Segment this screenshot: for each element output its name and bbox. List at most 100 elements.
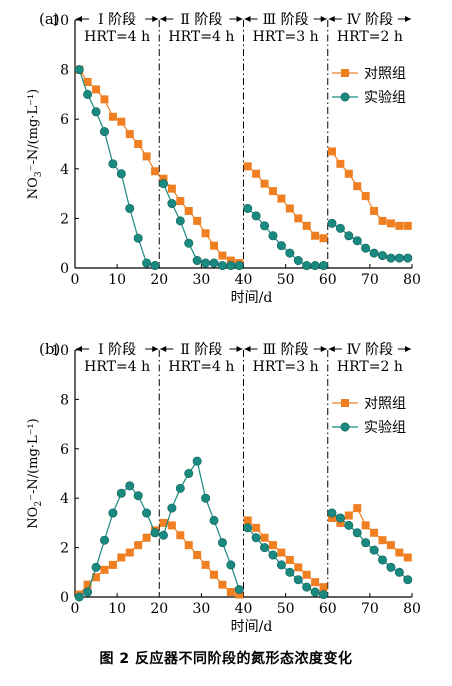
x-tick-label: 60 (319, 601, 337, 617)
data-point-control (285, 204, 294, 213)
x-tick-label: 60 (319, 272, 337, 288)
data-point-experiment (175, 483, 185, 493)
data-point-control (226, 588, 235, 597)
x-tick-label: 50 (277, 272, 295, 288)
stage-arrow-head (320, 16, 327, 22)
y-axis-label-main: NO (26, 177, 41, 199)
data-point-experiment (394, 253, 404, 263)
y-tick-label: 8 (60, 392, 69, 408)
data-point-experiment (91, 107, 101, 117)
data-point-control (142, 152, 151, 161)
stage-hrt: HRT=3 h (253, 359, 319, 375)
data-point-experiment (335, 223, 345, 233)
data-point-experiment (394, 567, 404, 577)
stage-arrow-head (76, 16, 82, 22)
data-point-experiment (319, 590, 329, 600)
data-point-control (277, 194, 286, 203)
panel-label: (a) (39, 10, 60, 28)
stage-name: Ⅳ 阶段 (347, 12, 393, 28)
data-point-experiment (276, 560, 286, 570)
x-tick-label: 0 (71, 601, 80, 617)
y-tick-label: 0 (60, 590, 69, 606)
x-tick-label: 80 (403, 601, 421, 617)
legend-label: 实验组 (364, 90, 406, 106)
data-point-experiment (285, 567, 295, 577)
data-point-control (386, 219, 395, 228)
data-point-control (260, 179, 269, 188)
series-line (78, 69, 156, 267)
data-point-control (92, 573, 101, 582)
data-point-experiment (403, 575, 413, 585)
data-point-control (252, 169, 261, 178)
data-point-experiment (310, 587, 320, 597)
stage-name: Ⅰ 阶段 (98, 342, 136, 358)
stage-arrow-head (244, 346, 251, 352)
y-tick-label: 10 (51, 13, 69, 29)
data-point-control (201, 229, 210, 238)
data-point-experiment (268, 550, 278, 560)
data-point-experiment (116, 488, 126, 498)
data-point-experiment (99, 535, 109, 545)
y-axis-label: NO3⁻-N/(mg·L⁻¹) (26, 89, 44, 199)
data-point-experiment (335, 513, 345, 523)
data-point-experiment (276, 241, 286, 251)
data-point-control (403, 221, 412, 230)
data-point-experiment (158, 179, 168, 189)
data-point-control (142, 533, 151, 542)
stage-arrow-head (244, 16, 251, 22)
stage-hrt: HRT=2 h (337, 29, 403, 45)
x-axis-label: 时间/d (231, 619, 273, 635)
series-line (247, 165, 324, 239)
y-tick-label: 0 (60, 261, 69, 277)
stage-arrow-head (405, 346, 411, 352)
stage-name: Ⅲ 阶段 (263, 12, 309, 28)
data-point-experiment (83, 89, 93, 99)
stage-hrt: HRT=3 h (253, 29, 319, 45)
data-point-experiment (310, 261, 320, 271)
data-point-control (336, 518, 345, 527)
data-point-experiment (184, 238, 194, 248)
series-line (78, 484, 156, 598)
data-point-control (100, 95, 109, 104)
data-point-control (336, 159, 345, 168)
data-point-control (108, 560, 117, 569)
y-axis-label-unit: ⁻-N/(mg·L⁻¹) (26, 418, 41, 501)
legend-label: 实验组 (364, 420, 406, 436)
y-axis-label-main: NO (26, 507, 41, 529)
data-point-experiment (133, 491, 143, 501)
data-point-experiment (209, 258, 219, 268)
data-point-experiment (302, 582, 312, 592)
stage-arrow-head (236, 16, 243, 22)
stage-name: Ⅳ 阶段 (347, 342, 393, 358)
legend-marker-circle (340, 92, 350, 102)
data-point-experiment (260, 543, 270, 553)
data-point-control (100, 565, 109, 574)
data-point-control (370, 528, 379, 537)
data-point-control (108, 112, 117, 121)
data-point-control (302, 570, 311, 579)
series-line (247, 519, 324, 588)
stage-arrow-head (328, 16, 335, 22)
legend-marker-circle (340, 422, 350, 432)
data-point-experiment (125, 481, 135, 491)
stage-name: Ⅲ 阶段 (263, 342, 309, 358)
data-point-control (125, 548, 134, 557)
data-point-control (235, 590, 244, 599)
data-point-control (327, 147, 336, 156)
figure-caption: 图 2 反应器不同阶段的氮形态浓度变化 (99, 651, 353, 667)
data-point-experiment (217, 538, 227, 548)
data-point-control (361, 192, 370, 201)
x-tick-label: 40 (235, 272, 253, 288)
stage-arrow-head (160, 346, 167, 352)
series-line (163, 178, 240, 264)
data-point-experiment (74, 65, 84, 75)
data-point-control (134, 140, 143, 148)
data-point-experiment (327, 508, 337, 518)
stage-arrow-head (405, 16, 411, 22)
stage-arrow-head (236, 346, 243, 352)
data-point-control (226, 256, 235, 265)
stage-name: Ⅱ 阶段 (180, 12, 222, 28)
data-point-experiment (99, 127, 109, 137)
y-axis-label-subscript: 3 (34, 171, 44, 177)
data-point-control (167, 521, 176, 530)
